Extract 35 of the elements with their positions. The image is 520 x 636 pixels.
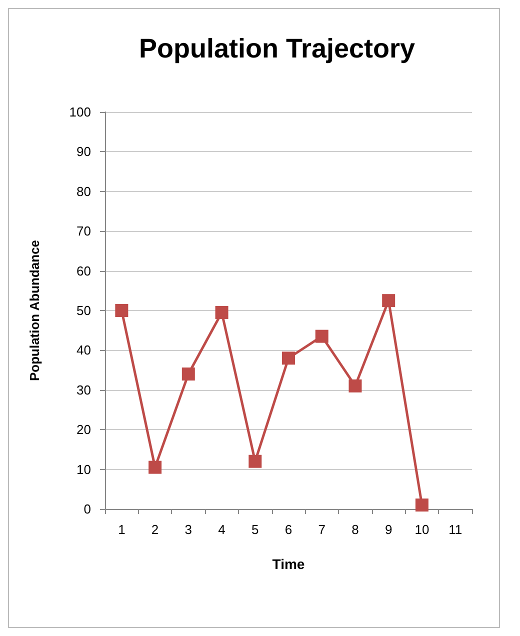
point [215, 306, 228, 319]
chart-title: Population Trajectory [138, 34, 416, 64]
point [415, 498, 428, 512]
y-tick-label: 0 [84, 502, 91, 516]
point [148, 460, 162, 474]
point [282, 352, 295, 365]
x-tick-label: 2 [151, 522, 159, 537]
y-tick-label: 90 [76, 144, 91, 160]
x-tick-label: 5 [252, 522, 259, 537]
y-tick-label: 30 [76, 382, 91, 398]
x-tick-label: 1 [118, 522, 126, 537]
x-tick-label: 8 [352, 522, 359, 537]
point [315, 330, 328, 343]
x-tick-label: 7 [318, 522, 326, 537]
point [348, 379, 362, 392]
y-tick-label: 10 [76, 462, 91, 477]
y-tick-label: 70 [76, 224, 91, 239]
y-tick-label: 60 [76, 263, 91, 278]
point [115, 304, 128, 317]
x-tick-label: 9 [384, 522, 392, 537]
x-tick-label: 11 [448, 522, 462, 537]
x-tick-label: 6 [284, 522, 292, 537]
x-tick-label: 4 [218, 522, 226, 537]
x-tick-label: 3 [184, 522, 192, 537]
y-tick-label: 80 [76, 184, 91, 199]
y-tick-label: 40 [76, 342, 91, 358]
x-tick-label: 10 [414, 522, 430, 537]
point [382, 294, 396, 308]
point [182, 368, 195, 381]
y-tick-label: 100 [69, 104, 91, 120]
y-tick-label: 50 [76, 303, 91, 318]
point [248, 454, 262, 468]
y-tick-label: 20 [76, 422, 91, 438]
x-axis-title: Time [272, 556, 305, 572]
y-axis-title: Population Abundance [27, 240, 42, 382]
